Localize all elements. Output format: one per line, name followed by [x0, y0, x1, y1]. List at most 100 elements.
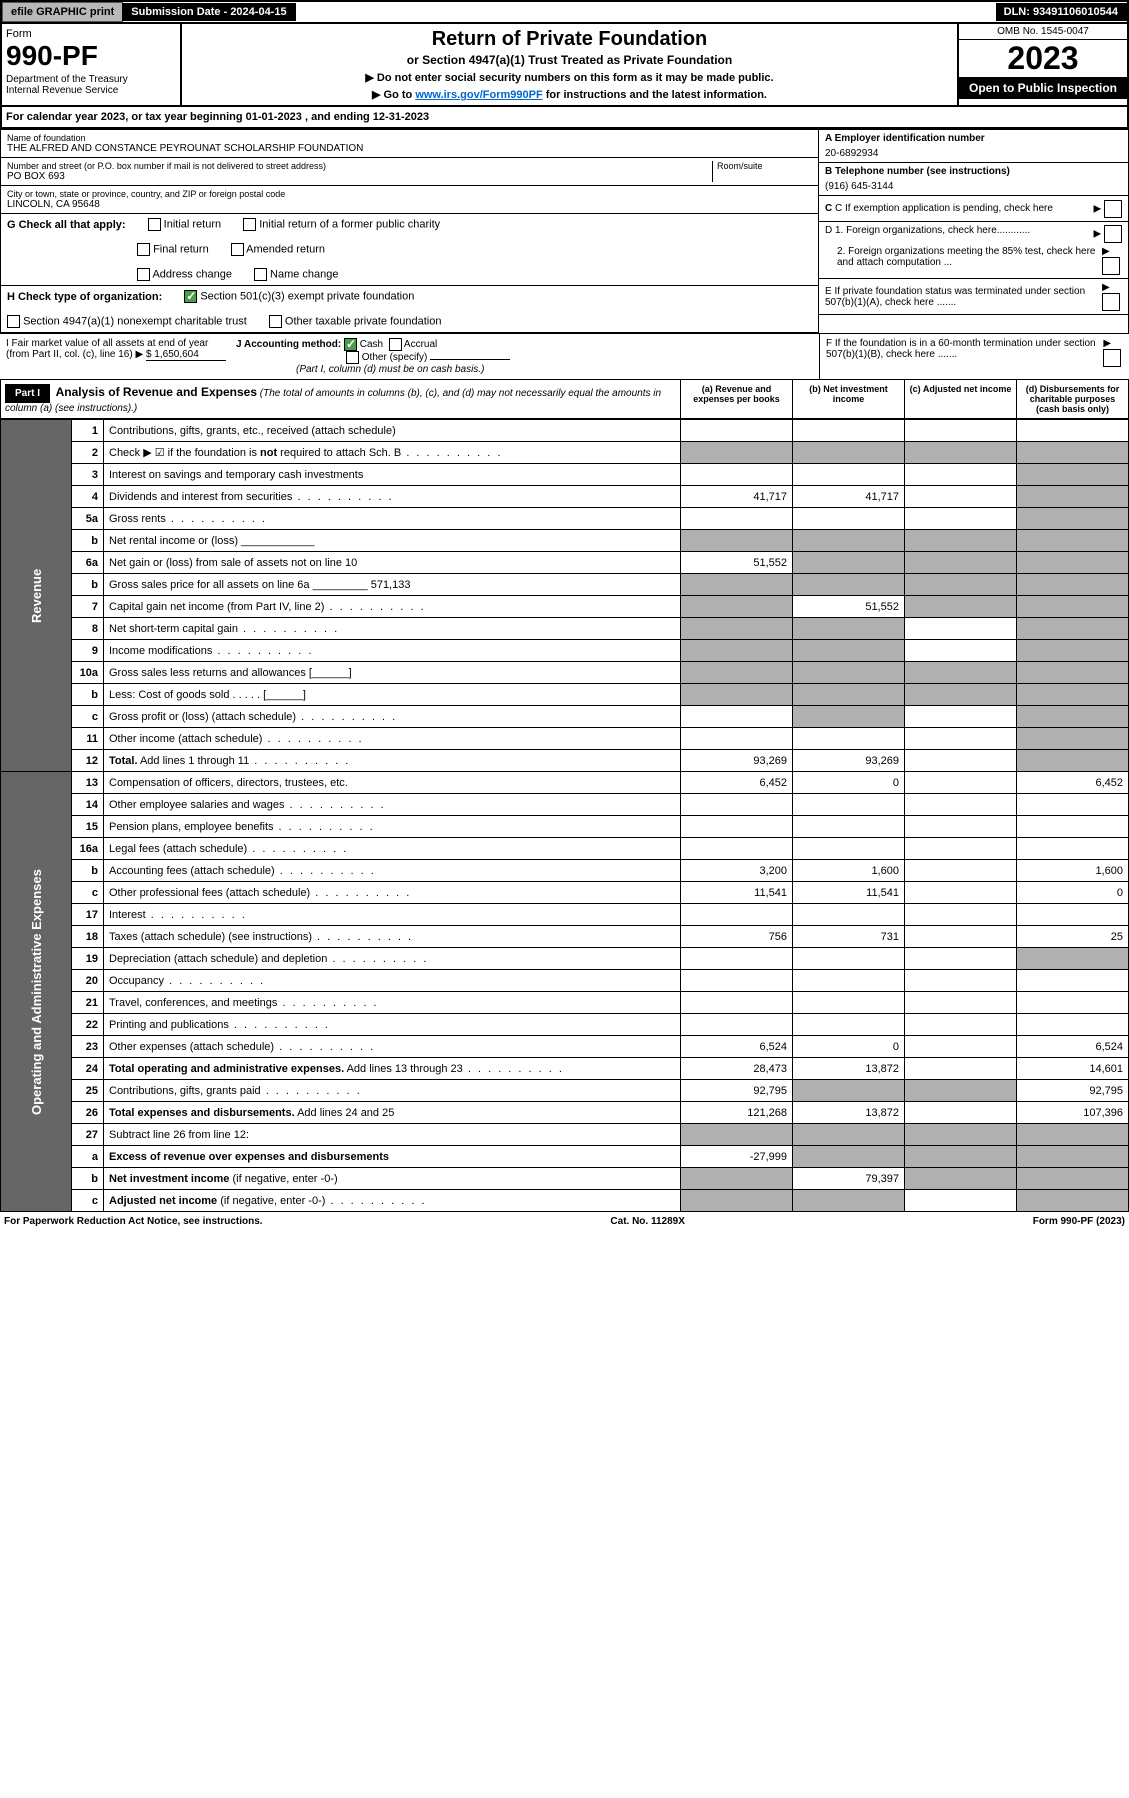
efile-print-button[interactable]: efile GRAPHIC print [2, 2, 123, 22]
col-a-value [681, 662, 793, 684]
col-a-value [681, 684, 793, 706]
line-number: a [72, 1146, 104, 1168]
col-a-value: 3,200 [681, 860, 793, 882]
col-c-header: (c) Adjusted net income [904, 380, 1016, 418]
amended-return-checkbox[interactable] [231, 243, 244, 256]
table-row: 24Total operating and administrative exp… [1, 1058, 1129, 1080]
line-number: b [72, 530, 104, 552]
col-c-value [905, 464, 1017, 486]
line-desc: Other employee salaries and wages [104, 794, 681, 816]
d2-checkbox[interactable] [1102, 257, 1120, 275]
omb-number: OMB No. 1545-0047 [959, 24, 1127, 40]
col-d-value [1017, 706, 1129, 728]
col-c-value [905, 1014, 1017, 1036]
accrual-checkbox[interactable] [389, 338, 402, 351]
col-b-value: 41,717 [793, 486, 905, 508]
other-taxable-checkbox[interactable] [269, 315, 282, 328]
col-a-value [681, 464, 793, 486]
line-number: 17 [72, 904, 104, 926]
col-b-value [793, 816, 905, 838]
table-row: 22Printing and publications [1, 1014, 1129, 1036]
col-d-value [1017, 442, 1129, 464]
col-c-value [905, 508, 1017, 530]
col-c-value [905, 530, 1017, 552]
table-row: bNet investment income (if negative, ent… [1, 1168, 1129, 1190]
col-c-value [905, 926, 1017, 948]
d1-checkbox[interactable] [1104, 225, 1122, 243]
other-method-checkbox[interactable] [346, 351, 359, 364]
col-d-value [1017, 618, 1129, 640]
initial-former-checkbox[interactable] [243, 218, 256, 231]
c-checkbox[interactable] [1104, 200, 1122, 218]
form990pf-link[interactable]: www.irs.gov/Form990PF [415, 89, 542, 101]
j-note: (Part I, column (d) must be on cash basi… [296, 364, 484, 375]
initial-return-checkbox[interactable] [148, 218, 161, 231]
table-row: 8Net short-term capital gain [1, 618, 1129, 640]
h-section: H Check type of organization: Section 50… [1, 286, 818, 333]
line-number: 1 [72, 420, 104, 442]
note2-post: for instructions and the latest informat… [543, 89, 767, 101]
line-desc: Excess of revenue over expenses and disb… [104, 1146, 681, 1168]
line-number: 10a [72, 662, 104, 684]
col-c-value [905, 1124, 1017, 1146]
501c3-checkbox[interactable] [184, 290, 197, 303]
line-desc: Legal fees (attach schedule) [104, 838, 681, 860]
col-c-value [905, 882, 1017, 904]
b-label: B Telephone number (see instructions) [825, 166, 1010, 177]
footer-left: For Paperwork Reduction Act Notice, see … [4, 1216, 263, 1227]
col-a-value: 51,552 [681, 552, 793, 574]
table-row: cGross profit or (loss) (attach schedule… [1, 706, 1129, 728]
line-desc: Gross sales less returns and allowances … [104, 662, 681, 684]
address-change-checkbox[interactable] [137, 268, 150, 281]
c-label: C If exemption application is pending, c… [835, 203, 1053, 214]
line-desc: Gross sales price for all assets on line… [104, 574, 681, 596]
line-number: b [72, 1168, 104, 1190]
col-d-value [1017, 486, 1129, 508]
line-number: 15 [72, 816, 104, 838]
line-desc: Gross profit or (loss) (attach schedule) [104, 706, 681, 728]
line-number: 4 [72, 486, 104, 508]
col-a-value [681, 1168, 793, 1190]
col-a-value [681, 574, 793, 596]
col-c-value [905, 904, 1017, 926]
col-b-value: 731 [793, 926, 905, 948]
col-d-value: 6,452 [1017, 772, 1129, 794]
line-desc: Compensation of officers, directors, tru… [104, 772, 681, 794]
col-d-value [1017, 684, 1129, 706]
4947a1-checkbox[interactable] [7, 315, 20, 328]
col-a-value [681, 948, 793, 970]
col-d-value [1017, 838, 1129, 860]
col-d-value [1017, 728, 1129, 750]
line-desc: Accounting fees (attach schedule) [104, 860, 681, 882]
line-number: b [72, 684, 104, 706]
col-b-value: 93,269 [793, 750, 905, 772]
e-checkbox[interactable] [1102, 293, 1120, 311]
col-c-value [905, 860, 1017, 882]
line-desc: Interest [104, 904, 681, 926]
line-desc: Printing and publications [104, 1014, 681, 1036]
col-a-value: 756 [681, 926, 793, 948]
line-desc: Net investment income (if negative, ente… [104, 1168, 681, 1190]
name-change-checkbox[interactable] [254, 268, 267, 281]
col-c-value [905, 1190, 1017, 1212]
table-row: Revenue1Contributions, gifts, grants, et… [1, 420, 1129, 442]
form-title: Return of Private Foundation [186, 28, 953, 51]
form-subtitle: or Section 4947(a)(1) Trust Treated as P… [186, 53, 953, 67]
table-row: 19Depreciation (attach schedule) and dep… [1, 948, 1129, 970]
col-c-value [905, 486, 1017, 508]
line-number: 27 [72, 1124, 104, 1146]
col-a-value: 41,717 [681, 486, 793, 508]
col-c-value [905, 794, 1017, 816]
col-a-value: 92,795 [681, 1080, 793, 1102]
col-b-value [793, 552, 905, 574]
col-d-value [1017, 992, 1129, 1014]
col-a-value: 6,524 [681, 1036, 793, 1058]
final-return-checkbox[interactable] [137, 243, 150, 256]
table-row: 23Other expenses (attach schedule)6,5240… [1, 1036, 1129, 1058]
cash-checkbox[interactable] [344, 338, 357, 351]
col-a-value [681, 728, 793, 750]
col-a-value [681, 530, 793, 552]
table-row: 21Travel, conferences, and meetings [1, 992, 1129, 1014]
f-checkbox[interactable] [1103, 349, 1121, 367]
irs-label: Internal Revenue Service [6, 85, 176, 96]
